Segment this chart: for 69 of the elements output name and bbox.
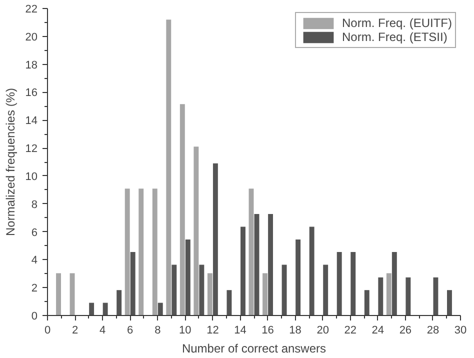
bar — [130, 252, 136, 316]
bar — [212, 163, 218, 316]
bar — [185, 239, 190, 316]
y-tick-label: 16 — [25, 87, 38, 100]
bar — [89, 302, 94, 316]
y-tick-label: 12 — [25, 143, 38, 156]
x-tick-label: 6 — [127, 324, 134, 336]
legend-label: Norm. Freq. (ETSII) — [342, 30, 448, 44]
bar — [254, 214, 260, 316]
y-tick-label: 4 — [31, 254, 38, 267]
bar — [152, 188, 158, 316]
bar — [262, 273, 268, 316]
y-tick-label: 6 — [31, 226, 38, 239]
x-tick-label: 24 — [372, 324, 384, 336]
x-tick-label: 18 — [289, 324, 302, 336]
legend-label: Norm. Freq. (EUITF) — [342, 16, 452, 30]
bar — [102, 302, 108, 316]
bar — [172, 264, 177, 316]
x-tick-label: 8 — [154, 324, 161, 336]
y-tick-label: 0 — [31, 310, 38, 322]
x-tick-label: 4 — [100, 324, 106, 336]
y-tick-label: 2 — [31, 282, 38, 295]
bar — [226, 290, 232, 316]
bar — [296, 239, 301, 316]
x-tick-label: 22 — [344, 324, 356, 336]
bar — [309, 226, 314, 316]
y-tick-label: 8 — [31, 198, 38, 211]
y-axis-title: Normalized frequencies (%) — [3, 88, 18, 236]
x-tick-label: 16 — [262, 324, 274, 336]
bar — [180, 104, 185, 316]
bar — [240, 226, 246, 316]
bar — [386, 273, 392, 316]
x-tick-label: 26 — [399, 324, 412, 336]
bar — [199, 264, 204, 316]
bar — [194, 146, 199, 316]
x-tick-label: 14 — [234, 324, 246, 336]
bar — [447, 290, 452, 316]
x-tick-label: 0 — [44, 324, 51, 336]
x-tick-label: 2 — [72, 324, 78, 336]
bar — [248, 188, 254, 316]
x-tick-label: 12 — [206, 324, 219, 336]
bar — [207, 273, 212, 316]
x-tick-label: 10 — [179, 324, 192, 336]
bar — [350, 252, 356, 316]
bar — [378, 277, 384, 316]
bar — [138, 188, 144, 316]
bar — [166, 20, 172, 316]
bar — [268, 214, 273, 316]
bar — [70, 273, 75, 316]
x-tick-label: 20 — [316, 324, 329, 336]
y-tick-label: 22 — [25, 4, 38, 16]
bar — [116, 290, 122, 316]
y-tick-label: 10 — [25, 170, 38, 183]
x-axis-title: Number of correct answers — [182, 342, 326, 356]
x-tick-label: 28 — [426, 324, 440, 336]
bar — [282, 264, 287, 316]
bar — [364, 290, 370, 316]
bar — [158, 302, 163, 316]
y-tick-label: 14 — [25, 115, 38, 128]
y-tick-label: 20 — [25, 31, 38, 44]
bar — [323, 264, 328, 316]
bar — [392, 252, 397, 316]
bar — [406, 277, 411, 316]
bar — [56, 273, 61, 316]
x-tick-label: 30 — [454, 324, 467, 336]
bar — [124, 188, 130, 316]
bar — [433, 277, 438, 316]
bar — [336, 252, 342, 316]
y-tick-label: 18 — [25, 59, 38, 72]
